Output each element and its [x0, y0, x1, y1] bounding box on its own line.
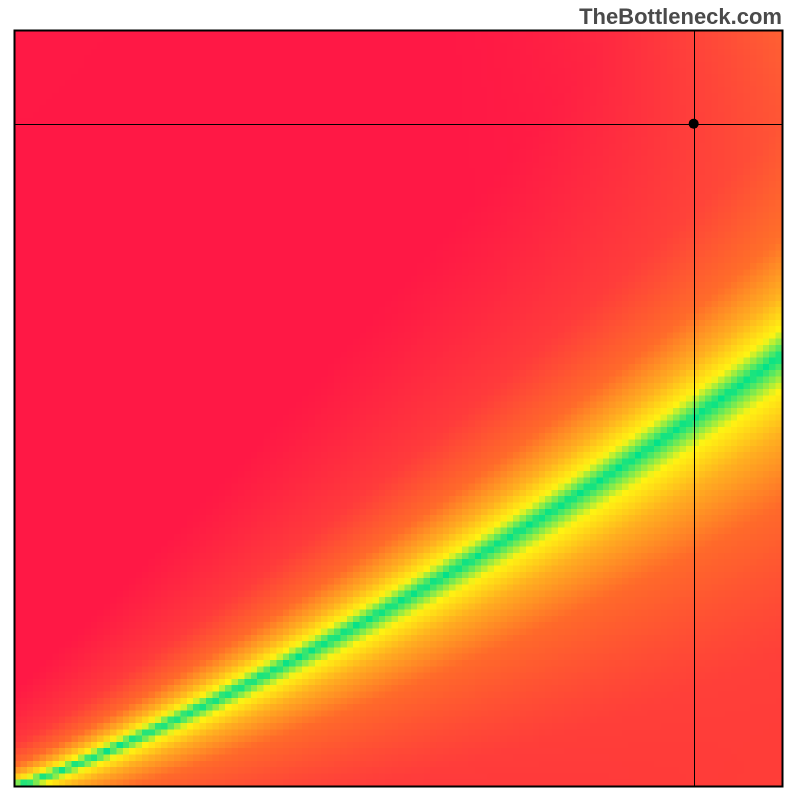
overlay-canvas — [0, 0, 800, 800]
chart-container: TheBottleneck.com — [0, 0, 800, 800]
